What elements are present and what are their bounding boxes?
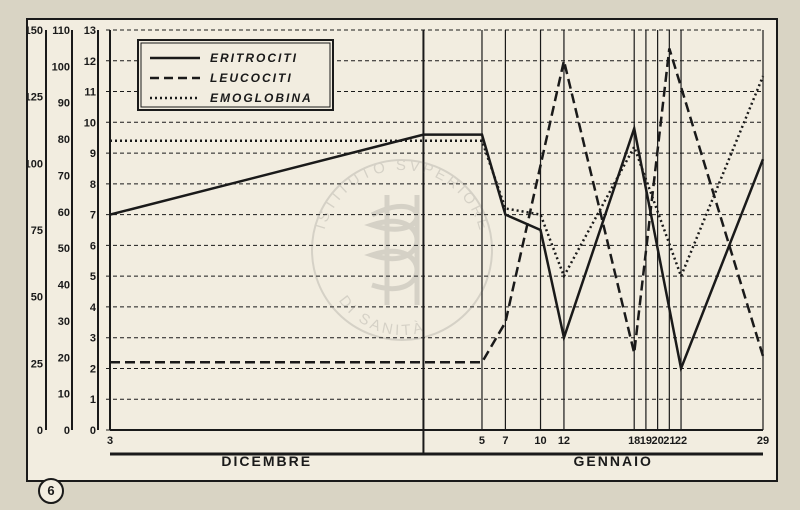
- svg-text:10: 10: [534, 435, 546, 447]
- svg-text:GENNAIO: GENNAIO: [574, 453, 653, 469]
- svg-text:60: 60: [58, 207, 70, 219]
- svg-text:75: 75: [31, 225, 43, 237]
- svg-text:125: 125: [28, 92, 43, 104]
- svg-text:0: 0: [64, 425, 70, 437]
- svg-text:1: 1: [90, 394, 96, 406]
- svg-text:0: 0: [90, 425, 96, 437]
- svg-text:70: 70: [58, 170, 70, 182]
- svg-text:6: 6: [90, 240, 96, 252]
- svg-text:8: 8: [90, 179, 96, 191]
- svg-text:80: 80: [58, 134, 70, 146]
- svg-text:5: 5: [90, 271, 96, 283]
- svg-text:19: 19: [640, 435, 652, 447]
- svg-text:110: 110: [52, 25, 70, 37]
- figure-number-badge: 6: [38, 478, 64, 504]
- svg-text:2: 2: [90, 363, 96, 375]
- svg-text:29: 29: [757, 435, 769, 447]
- svg-text:18: 18: [628, 435, 640, 447]
- svg-text:4: 4: [90, 302, 97, 314]
- svg-text:0: 0: [37, 425, 43, 437]
- svg-text:5: 5: [479, 435, 485, 447]
- svg-text:7: 7: [502, 435, 508, 447]
- svg-text:50: 50: [31, 292, 43, 304]
- svg-text:22: 22: [675, 435, 687, 447]
- svg-text:ERITROCITI: ERITROCITI: [210, 51, 298, 65]
- svg-text:100: 100: [28, 158, 43, 170]
- svg-text:13: 13: [84, 25, 96, 37]
- blood-values-chart: 0255075100125150010203040506070809010011…: [28, 20, 776, 480]
- svg-text:50: 50: [58, 243, 70, 255]
- svg-text:10: 10: [58, 389, 70, 401]
- svg-text:12: 12: [84, 56, 96, 68]
- svg-text:12: 12: [558, 435, 570, 447]
- svg-text:3: 3: [107, 435, 113, 447]
- svg-text:21: 21: [663, 435, 675, 447]
- svg-text:7: 7: [90, 210, 96, 222]
- svg-text:11: 11: [84, 87, 96, 99]
- svg-text:30: 30: [58, 316, 70, 328]
- svg-text:40: 40: [58, 280, 70, 292]
- svg-text:3: 3: [90, 333, 96, 345]
- svg-text:20: 20: [651, 435, 663, 447]
- svg-text:150: 150: [28, 25, 43, 37]
- svg-text:LEUCOCITI: LEUCOCITI: [210, 71, 293, 85]
- svg-text:25: 25: [31, 358, 43, 370]
- svg-text:20: 20: [58, 352, 70, 364]
- svg-text:DICEMBRE: DICEMBRE: [221, 453, 312, 469]
- svg-text:90: 90: [58, 98, 70, 110]
- svg-text:10: 10: [84, 117, 96, 129]
- svg-text:9: 9: [90, 148, 96, 160]
- svg-text:EMOGLOBINA: EMOGLOBINA: [210, 91, 313, 105]
- svg-text:100: 100: [52, 61, 70, 73]
